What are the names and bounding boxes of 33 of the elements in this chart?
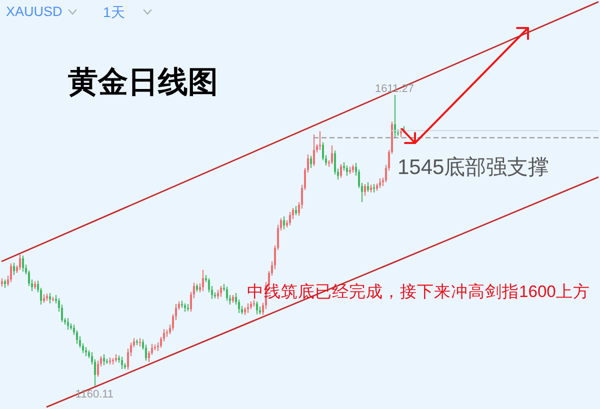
candlestick bbox=[310, 155, 312, 169]
candlestick bbox=[247, 302, 249, 314]
candlestick bbox=[331, 144, 333, 165]
candlestick bbox=[19, 254, 21, 270]
candlestick bbox=[346, 164, 348, 176]
ref-line-label: 1545底部强支撑 bbox=[398, 156, 550, 179]
candlestick bbox=[103, 354, 105, 366]
candlestick bbox=[97, 360, 99, 378]
chart-title: 黄金日线图 bbox=[68, 66, 218, 99]
candlestick bbox=[121, 356, 123, 370]
candlestick bbox=[217, 289, 219, 300]
text: 1天 bbox=[103, 4, 125, 20]
candlestick bbox=[13, 262, 15, 276]
text: XAUUSD bbox=[6, 4, 62, 19]
candlestick bbox=[289, 211, 291, 226]
candlestick bbox=[364, 184, 366, 196]
candlestick bbox=[367, 182, 369, 192]
candlestick bbox=[313, 134, 315, 167]
candlestick bbox=[283, 216, 285, 230]
candlestick bbox=[256, 300, 258, 315]
candlestick bbox=[49, 292, 51, 304]
candlestick bbox=[394, 94, 396, 138]
candlestick bbox=[220, 285, 222, 298]
candlestick bbox=[202, 269, 204, 292]
candlestick bbox=[295, 206, 297, 216]
candlestick bbox=[379, 178, 381, 189]
candlestick bbox=[67, 318, 69, 330]
candlestick bbox=[340, 164, 342, 178]
candlestick bbox=[85, 346, 87, 357]
annotation: 1160.11 bbox=[75, 388, 114, 401]
candlestick bbox=[226, 286, 228, 302]
candlestick bbox=[10, 262, 12, 283]
candlestick bbox=[22, 255, 24, 272]
